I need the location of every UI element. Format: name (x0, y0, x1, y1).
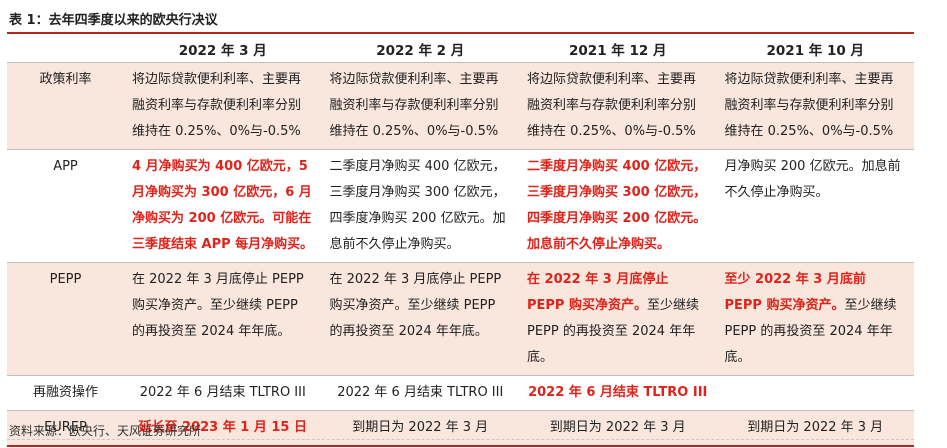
ecb-decisions-table: 2022 年 3 月 2022 年 2 月 2021 年 12 月 2021 年… (7, 36, 914, 447)
table-cell: 延长至 2023 年 1 月 15 日 (124, 410, 322, 447)
cell-text: 至少继续 PEPP 的再投资至 2024 年年底。 (724, 298, 897, 365)
table-row: 再融资操作 2022 年 6 月结束 TLTRO III 2022 年 6 月结束 … (7, 375, 914, 411)
cell-text: 到期日为 2022 年 3 月 (747, 420, 884, 435)
row-label: APP (7, 149, 124, 263)
row-label: PEPP (7, 262, 124, 376)
highlighted-text: 二季度月净购买 400 亿欧元，三季度月净购买 300 亿欧元，四季度月净购买 … (527, 159, 707, 252)
top-rule (7, 32, 914, 34)
table-cell: 月净购买 200 亿欧元。加息前不久停止净购买。 (716, 149, 914, 263)
table-cell: 在 2022 年 3 月底停止 PEPP 购买净资产。至少继续 PEPP 的再投… (321, 262, 519, 376)
cell-text: 2022 年 6 月结束 TLTRO III (139, 385, 306, 400)
highlighted-text: 在 2022 年 3 月底停止 PEPP 购买净资产。 (527, 272, 669, 313)
row-label: 政策利率 (7, 62, 124, 150)
cell-text: 在 2022 年 3 月底停止 PEPP 购买净资产。至少继续 PEPP 的再投… (329, 272, 502, 339)
table-cell: 2022 年 6 月结束 TLTRO III (519, 375, 717, 411)
table-body: 政策利率 将边际贷款便利利率、主要再融资利率与存款便利利率分别维持在 0.25%、… (7, 62, 914, 447)
cell-text: 2022 年 6 月结束 TLTRO III (337, 385, 504, 400)
table-cell: 到期日为 2022 年 3 月 (321, 410, 519, 447)
header-cell-blank (7, 36, 124, 63)
header-cell-2022-02: 2022 年 2 月 (321, 36, 519, 63)
table-row: 政策利率 将边际贷款便利利率、主要再融资利率与存款便利利率分别维持在 0.25%、… (7, 62, 914, 150)
cell-text: 将边际贷款便利利率、主要再融资利率与存款便利利率分别维持在 0.25%、0%与-… (329, 72, 499, 139)
row-label: EUREP (7, 410, 124, 447)
cell-text: 将边际贷款便利利率、主要再融资利率与存款便利利率分别维持在 0.25%、0%与-… (724, 72, 894, 139)
header-cell-2022-03: 2022 年 3 月 (124, 36, 322, 63)
bottom-divider (7, 439, 914, 440)
cell-text: 到期日为 2022 年 3 月 (549, 420, 686, 435)
header-cell-2021-12: 2021 年 12 月 (519, 36, 717, 63)
table-cell: 2022 年 6 月结束 TLTRO III (321, 375, 519, 411)
cell-text: 月净购买 200 亿欧元。加息前不久停止净购买。 (724, 159, 901, 200)
table-row: EUREP 延长至 2023 年 1 月 15 日 到期日为 2022 年 3 月 到… (7, 410, 914, 447)
source-note: 资料来源：欧央行、天风证券研究所 (9, 424, 202, 438)
table-cell: 到期日为 2022 年 3 月 (716, 410, 914, 447)
table-cell: 将边际贷款便利利率、主要再融资利率与存款便利利率分别维持在 0.25%、0%与-… (321, 62, 519, 150)
table-row: PEPP 在 2022 年 3 月底停止 PEPP 购买净资产。至少继续 PEPP… (7, 262, 914, 376)
table-cell: 将边际贷款便利利率、主要再融资利率与存款便利利率分别维持在 0.25%、0%与-… (124, 62, 322, 150)
table-cell: 至少 2022 年 3 月底前 PEPP 购买净资产。至少继续 PEPP 的再投… (716, 262, 914, 376)
header-cell-2021-10: 2021 年 10 月 (716, 36, 914, 63)
table-cell: 2022 年 6 月结束 TLTRO III (124, 375, 322, 411)
table-cell (716, 375, 914, 411)
cell-text: 在 2022 年 3 月底停止 PEPP 购买净资产。至少继续 PEPP 的再投… (132, 272, 304, 339)
table-cell: 到期日为 2022 年 3 月 (519, 410, 717, 447)
highlighted-text: 2022 年 6 月结束 TLTRO III (528, 385, 708, 400)
cell-text: 二季度月净购买 400 亿欧元，三季度月净购买 300 亿欧元，四季度净购买 2… (329, 159, 506, 252)
highlighted-text: 至少 2022 年 3 月底前 PEPP 购买净资产。 (724, 272, 866, 313)
cell-text: 将边际贷款便利利率、主要再融资利率与存款便利利率分别维持在 0.25%、0%与-… (132, 72, 302, 139)
table-cell: 二季度月净购买 400 亿欧元，三季度月净购买 300 亿欧元，四季度净购买 2… (321, 149, 519, 263)
cell-text: 到期日为 2022 年 3 月 (352, 420, 489, 435)
row-label: 再融资操作 (7, 375, 124, 411)
table-title: 表 1：去年四季度以来的欧央行决议 (9, 13, 218, 28)
highlighted-text: 4 月净购买为 400 亿欧元，5 月净购买为 300 亿欧元，6 月净购买为 … (132, 159, 314, 252)
header-row: 2022 年 3 月 2022 年 2 月 2021 年 12 月 2021 年… (7, 36, 914, 63)
table-cell: 将边际贷款便利利率、主要再融资利率与存款便利利率分别维持在 0.25%、0%与-… (519, 62, 717, 150)
table-cell: 4 月净购买为 400 亿欧元，5 月净购买为 300 亿欧元，6 月净购买为 … (124, 149, 322, 263)
table-cell: 在 2022 年 3 月底停止 PEPP 购买净资产。至少继续 PEPP 的再投… (519, 262, 717, 376)
table-cell: 二季度月净购买 400 亿欧元，三季度月净购买 300 亿欧元，四季度月净购买 … (519, 149, 717, 263)
table-row: APP 4 月净购买为 400 亿欧元，5 月净购买为 300 亿欧元，6 月净购… (7, 149, 914, 263)
cell-text: 至少继续 PEPP 的再投资至 2024 年年底。 (527, 298, 700, 365)
table-cell: 将边际贷款便利利率、主要再融资利率与存款便利利率分别维持在 0.25%、0%与-… (716, 62, 914, 150)
table-cell: 在 2022 年 3 月底停止 PEPP 购买净资产。至少继续 PEPP 的再投… (124, 262, 322, 376)
highlighted-text: 延长至 2023 年 1 月 15 日 (138, 420, 307, 435)
cell-text: 将边际贷款便利利率、主要再融资利率与存款便利利率分别维持在 0.25%、0%与-… (527, 72, 697, 139)
